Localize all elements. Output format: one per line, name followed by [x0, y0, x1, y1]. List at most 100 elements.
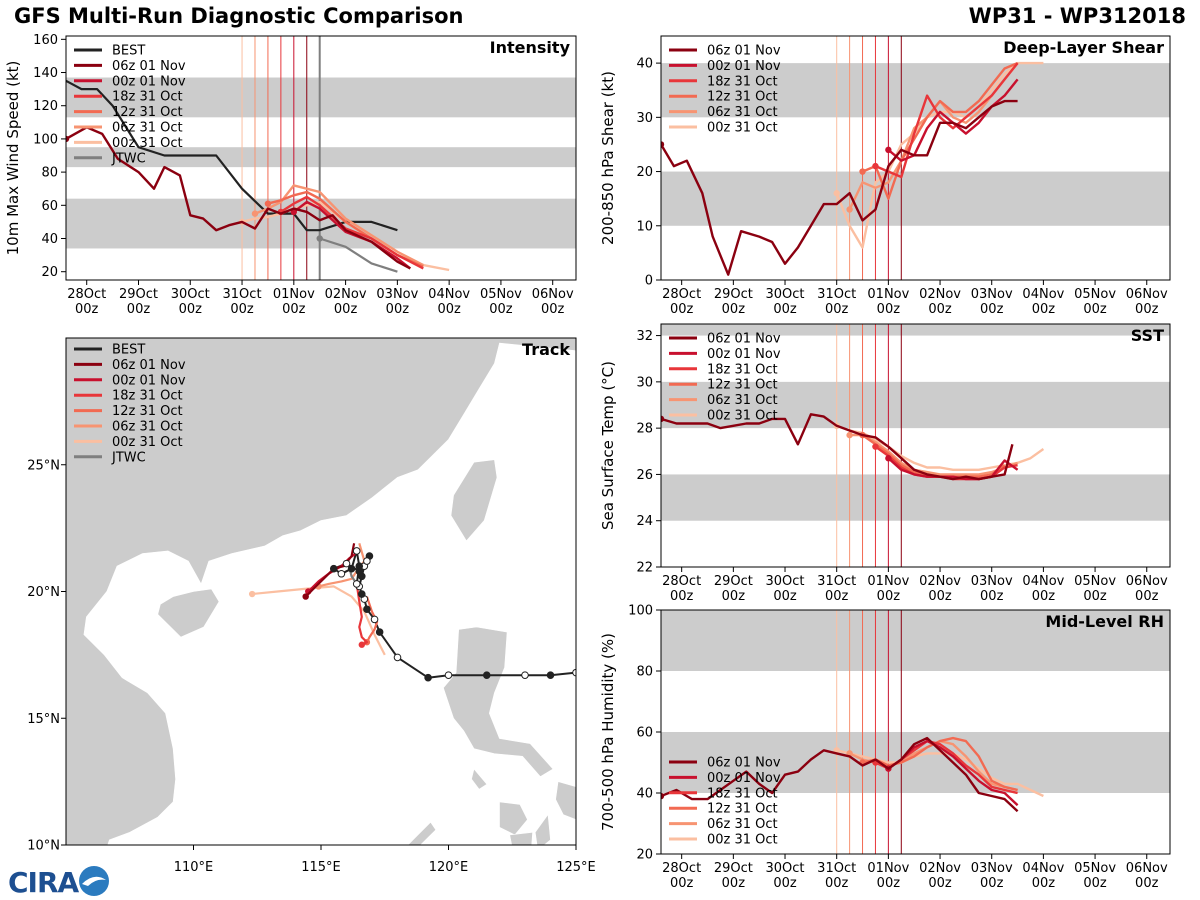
legend-label: 12z 31 Oct: [707, 90, 778, 105]
x-tick-label-hour: 00z: [386, 302, 410, 317]
land-cebu: [534, 813, 551, 845]
legend-label: 06z 31 Oct: [707, 105, 778, 120]
x-tick-label-day: 06Nov: [532, 287, 574, 302]
cira-logo: CIRA: [8, 866, 109, 898]
x-tick-label-day: 02Nov: [919, 574, 961, 589]
legend-label: 00z 31 Oct: [112, 435, 183, 450]
lon-tick-label: 115°E: [301, 860, 341, 875]
best-track-point: [363, 605, 371, 614]
y-tick-label: 20: [41, 265, 58, 280]
x-tick-label-day: 30Oct: [766, 861, 805, 876]
y-tick-label: 40: [41, 232, 58, 247]
x-tick-label-day: 01Nov: [867, 574, 909, 589]
best-track-point: [347, 564, 356, 573]
x-tick-label-day: 04Nov: [1022, 574, 1064, 589]
legend-label: 00z 01 Nov: [707, 59, 781, 74]
land-samar: [555, 781, 576, 820]
y-tick-label: 140: [33, 66, 58, 81]
run-line-4: [254, 184, 424, 267]
legend-label: 12z 31 Oct: [707, 378, 778, 393]
lon-tick-label: 110°E: [174, 860, 214, 875]
x-tick-label-hour: 00z: [75, 302, 99, 317]
x-tick-label-hour: 00z: [127, 302, 151, 317]
lon-tick-label: 120°E: [429, 860, 469, 875]
y-tick-label: 40: [636, 57, 653, 72]
x-tick-label-hour: 00z: [179, 302, 203, 317]
land-luzon: [443, 626, 554, 777]
legend-label: 12z 31 Oct: [112, 404, 183, 419]
best-track-point: [375, 628, 384, 636]
best-track-point: [424, 673, 432, 682]
x-tick-label-hour: 00z: [541, 302, 565, 317]
shaded-band: [66, 147, 576, 168]
x-tick-label-day: 30Oct: [766, 287, 805, 302]
panel-shear: 28Oct00z29Oct00z30Oct00z31Oct00z01Nov00z…: [599, 35, 1171, 317]
best-track-point: [352, 580, 361, 588]
x-tick-label-day: 28Oct: [67, 287, 106, 302]
x-tick-label-hour: 00z: [825, 589, 849, 604]
legend-label: 18z 31 Oct: [707, 786, 778, 801]
land-negros: [509, 831, 533, 845]
run-line-0: [661, 99, 1018, 276]
x-tick-label-day: 31Oct: [223, 287, 262, 302]
x-tick-label-day: 06Nov: [1126, 574, 1168, 589]
lat-tick-label: 15°N: [27, 712, 60, 727]
land-palawan: [407, 821, 437, 845]
axes-frame: [65, 35, 577, 281]
run-track-line-2: [355, 583, 368, 646]
best-track-point: [329, 564, 338, 573]
x-tick-label-day: 06Nov: [1126, 861, 1168, 876]
run-init-point: [264, 200, 272, 207]
y-tick-label: 22: [636, 561, 653, 576]
y-tick-label: 30: [636, 111, 653, 126]
legend-label: 06z 31 Oct: [707, 393, 778, 408]
x-tick-label-hour: 00z: [773, 302, 797, 317]
shaded-band: [661, 171, 1170, 226]
y-tick-label: 20: [636, 848, 653, 863]
x-tick-label-hour: 00z: [928, 589, 952, 604]
x-tick-label-hour: 00z: [825, 876, 849, 891]
shaded-band: [661, 63, 1170, 118]
run-line-0: [66, 126, 411, 270]
cira-logo-text: CIRA: [8, 866, 80, 898]
x-tick-label-day: 04Nov: [428, 287, 470, 302]
legend-label: 00z 01 Nov: [707, 771, 781, 786]
x-tick-label-day: 04Nov: [1022, 287, 1064, 302]
x-tick-label-day: 31Oct: [817, 574, 856, 589]
x-tick-label-hour: 00z: [980, 589, 1004, 604]
run-track-line-0: [304, 543, 356, 598]
best-track-point: [444, 671, 453, 679]
x-tick-label-hour: 00z: [1135, 302, 1159, 317]
land-mainland: [66, 338, 576, 845]
run-init-point: [66, 135, 70, 143]
legend-label: 06z 01 Nov: [112, 358, 186, 373]
run-init-point: [885, 455, 892, 462]
y-tick-label: 120: [33, 99, 58, 114]
y-tick-label: 28: [636, 422, 653, 437]
x-tick-label-hour: 00z: [1032, 876, 1056, 891]
x-tick-label-hour: 00z: [334, 302, 358, 317]
y-axis-label: 200-850 hPa Shear (kt): [599, 71, 617, 245]
legend-label: 06z 31 Oct: [112, 420, 183, 435]
panel-track: 110°E 115°E 120°E 125°E 10°N 15°N 20°N 25°N Trac…: [27, 337, 596, 875]
x-tick-label-day: 06Nov: [1126, 287, 1168, 302]
land-hainan: [157, 588, 220, 638]
x-tick-label-day: 03Nov: [376, 287, 418, 302]
x-tick-label-day: 30Oct: [766, 574, 805, 589]
lat-tick-label: 10°N: [27, 839, 60, 854]
shaded-band: [661, 610, 1170, 671]
run-line-5: [836, 749, 1044, 798]
x-tick-label-hour: 00z: [877, 876, 901, 891]
run-init-point: [859, 168, 866, 175]
x-tick-label-day: 02Nov: [919, 861, 961, 876]
jtwc-init-point: [316, 235, 323, 242]
x-tick-label-day: 29Oct: [714, 574, 753, 589]
run-init-point: [833, 190, 840, 197]
x-tick-label-day: 02Nov: [325, 287, 367, 302]
run-line-3: [862, 61, 1019, 200]
y-tick-label: 80: [636, 665, 653, 680]
y-tick-label: 24: [636, 514, 653, 529]
y-tick-label: 160: [33, 33, 58, 48]
x-tick-label-day: 28Oct: [662, 861, 701, 876]
run-init-point: [661, 415, 665, 423]
